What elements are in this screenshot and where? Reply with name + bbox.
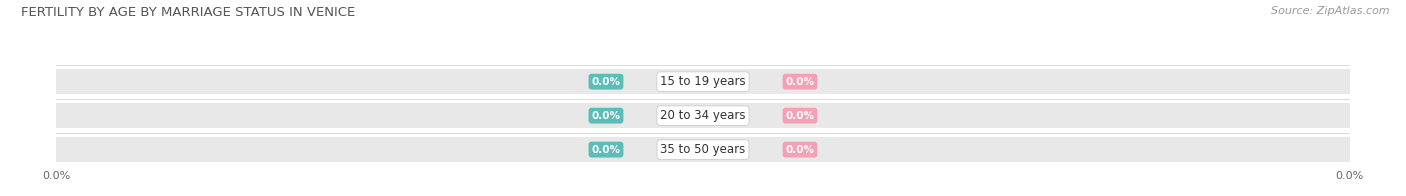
Text: FERTILITY BY AGE BY MARRIAGE STATUS IN VENICE: FERTILITY BY AGE BY MARRIAGE STATUS IN V… (21, 6, 356, 19)
Text: 0.0%: 0.0% (592, 111, 620, 121)
Text: 0.0%: 0.0% (592, 77, 620, 87)
Text: 0.0%: 0.0% (786, 77, 814, 87)
Text: 0.0%: 0.0% (592, 145, 620, 155)
Text: Source: ZipAtlas.com: Source: ZipAtlas.com (1271, 6, 1389, 16)
Bar (56, 69, 1350, 94)
Bar (56, 137, 1350, 162)
Text: 15 to 19 years: 15 to 19 years (661, 75, 745, 88)
Bar (56, 103, 1350, 128)
Text: 0.0%: 0.0% (786, 145, 814, 155)
Text: 20 to 34 years: 20 to 34 years (661, 109, 745, 122)
Text: 35 to 50 years: 35 to 50 years (661, 143, 745, 156)
Text: 0.0%: 0.0% (786, 111, 814, 121)
